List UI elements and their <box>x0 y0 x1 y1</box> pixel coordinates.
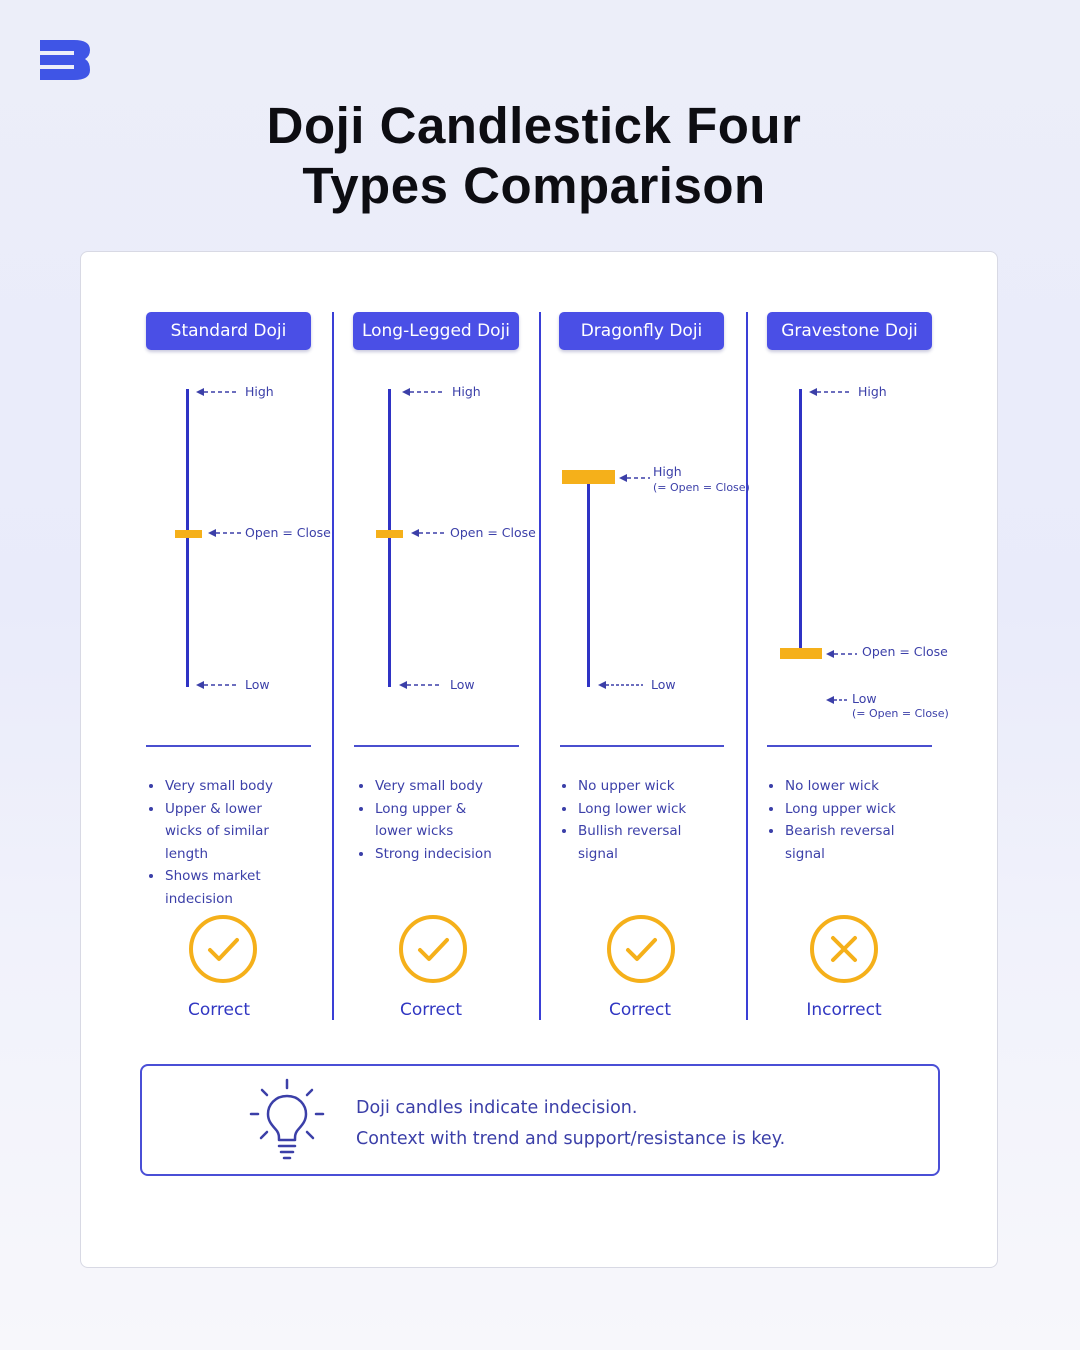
verdict-label: Correct <box>399 1000 463 1020</box>
long-legged-doji-features: Very small body Long upper & lower wicks… <box>357 775 507 865</box>
key-insight-box <box>140 1064 940 1176</box>
arrow-left-icon <box>208 529 241 537</box>
check-icon <box>189 915 257 983</box>
feature-item: Very small body <box>357 775 507 798</box>
arrow-left-icon <box>619 474 650 482</box>
column-divider <box>746 312 748 1020</box>
feature-item: Long lower wick <box>560 798 710 821</box>
arrow-left-icon <box>402 388 445 396</box>
feature-item: Long upper wick <box>767 798 917 821</box>
label-low-note: (= Open = Close) <box>852 707 949 720</box>
gravestone-doji-body <box>780 648 822 659</box>
badge-dragonfly-doji: Dragonfly Doji <box>559 312 724 350</box>
feature-item: Bullish reversal signal <box>560 820 688 865</box>
feature-item: No upper wick <box>560 775 710 798</box>
column-divider <box>539 312 541 1020</box>
badge-gravestone-doji: Gravestone Doji <box>767 312 932 350</box>
arrow-left-icon <box>411 529 444 537</box>
title-line-1: Doji Candlestick Four <box>266 97 802 154</box>
brand-logo-icon <box>40 40 90 80</box>
feature-item: Upper & lower wicks of similar length <box>147 798 295 866</box>
arrow-left-icon <box>196 681 239 689</box>
standard-doji-body <box>175 530 202 538</box>
feature-item: Very small body <box>147 775 332 798</box>
long-legged-doji-body <box>376 530 403 538</box>
check-icon <box>399 915 467 983</box>
label-low: Low <box>651 677 676 692</box>
gravestone-doji-wick <box>799 389 802 649</box>
dragonfly-doji-body <box>562 470 615 484</box>
label-high: High <box>452 384 481 399</box>
gravestone-doji-features: No lower wick Long upper wick Bearish re… <box>767 775 917 865</box>
feature-item: Strong indecision <box>357 843 507 866</box>
badge-standard-doji: Standard Doji <box>146 312 311 350</box>
badge-long-legged-doji: Long-Legged Doji <box>353 312 519 350</box>
label-open-close: Open = Close <box>245 525 331 540</box>
label-low: Low <box>245 677 270 692</box>
label-low: Low <box>450 677 475 692</box>
arrow-left-icon <box>826 650 857 658</box>
arrow-left-icon <box>399 681 442 689</box>
note-line-1: Doji candles indicate indecision. <box>356 1098 638 1118</box>
dragonfly-doji-features: No upper wick Long lower wick Bullish re… <box>560 775 710 865</box>
verdict-label: Incorrect <box>806 1000 882 1020</box>
lightbulb-icon <box>249 1078 325 1160</box>
label-open-close: Open = Close <box>862 644 948 659</box>
page-title: Doji Candlestick Four Types Comparison <box>0 96 1068 216</box>
section-separator <box>767 745 932 747</box>
label-open-close: Open = Close <box>450 525 536 540</box>
arrow-left-icon <box>826 696 849 704</box>
long-legged-doji-wick <box>388 389 391 687</box>
title-line-2: Types Comparison <box>302 157 766 214</box>
section-separator <box>146 745 311 747</box>
section-separator <box>354 745 519 747</box>
arrow-left-icon <box>598 681 643 689</box>
verdict-label: Correct <box>187 1000 251 1020</box>
arrow-left-icon <box>809 388 852 396</box>
feature-item: Bearish reversal signal <box>767 820 895 865</box>
dragonfly-doji-wick <box>587 484 590 687</box>
column-divider <box>332 312 334 1020</box>
check-icon <box>607 915 675 983</box>
label-high: High <box>858 384 887 399</box>
standard-doji-features: Very small body Upper & lower wicks of s… <box>147 775 332 910</box>
feature-item: Long upper & lower wicks <box>357 798 500 843</box>
label-low: Low <box>852 691 877 706</box>
arrow-left-icon <box>196 388 239 396</box>
note-line-2: Context with trend and support/resistanc… <box>356 1129 786 1149</box>
section-separator <box>560 745 724 747</box>
label-high: High <box>245 384 274 399</box>
standard-doji-wick <box>186 389 189 687</box>
verdict-label: Correct <box>608 1000 672 1020</box>
label-high-note: (= Open = Close) <box>653 481 750 494</box>
x-icon <box>810 915 878 983</box>
label-high: High <box>653 464 682 479</box>
feature-item: Shows market indecision <box>147 865 332 910</box>
feature-item: No lower wick <box>767 775 917 798</box>
